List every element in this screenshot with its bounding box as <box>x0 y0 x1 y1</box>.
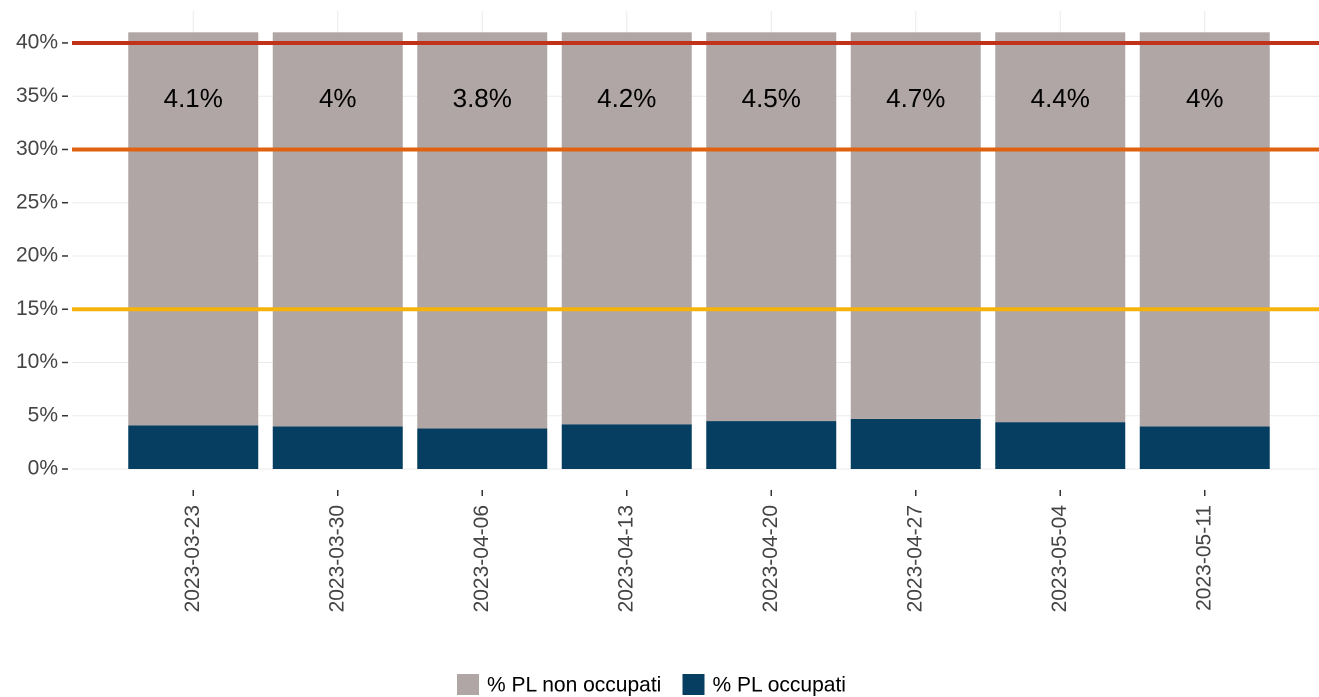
bar <box>417 32 548 429</box>
x-tick-label: 2023-03-23 <box>181 505 204 612</box>
bar <box>995 32 1126 423</box>
bar <box>272 426 403 469</box>
bar <box>1139 32 1270 427</box>
value-label: 4.4% <box>1031 83 1090 113</box>
bar <box>706 32 837 422</box>
bar <box>128 425 259 469</box>
bar <box>417 428 548 469</box>
value-label: 4% <box>1186 83 1224 113</box>
value-label: 4.7% <box>886 83 945 113</box>
bar <box>850 418 981 469</box>
bar <box>561 424 692 469</box>
legend-swatch <box>682 674 705 695</box>
bar <box>995 422 1126 469</box>
value-label: 4.2% <box>597 83 656 113</box>
y-tick-label: 15% <box>16 297 58 320</box>
y-tick-label: 20% <box>16 244 58 267</box>
bar <box>561 32 692 425</box>
x-tick-label: 2023-04-06 <box>470 505 493 612</box>
legend-label: % PL non occupati <box>487 674 661 697</box>
value-label: 4% <box>319 83 357 113</box>
x-tick-label: 2023-04-27 <box>903 505 926 612</box>
y-tick-label: 5% <box>28 403 58 426</box>
bar <box>128 32 259 426</box>
bar <box>850 32 981 419</box>
bar <box>1139 426 1270 469</box>
y-tick-label: 30% <box>16 137 58 160</box>
legend-label: % PL occupati <box>713 674 846 697</box>
y-tick-label: 0% <box>28 457 58 480</box>
legend-swatch <box>457 674 479 695</box>
x-tick-label: 2023-05-11 <box>1192 505 1215 611</box>
y-tick-label: 40% <box>16 31 58 54</box>
x-tick-label: 2023-05-04 <box>1048 505 1071 613</box>
y-tick-label: 25% <box>16 190 58 213</box>
y-tick-label: 10% <box>16 350 58 373</box>
x-tick-label: 2023-03-30 <box>325 505 348 612</box>
value-label: 3.8% <box>453 83 512 113</box>
x-tick-label: 2023-04-20 <box>759 505 782 612</box>
value-label: 4.5% <box>742 83 801 113</box>
bar <box>706 421 837 469</box>
bar <box>272 32 403 427</box>
value-label: 4.1% <box>164 83 223 113</box>
x-tick-label: 2023-04-13 <box>614 505 637 612</box>
y-tick-label: 35% <box>16 84 58 107</box>
